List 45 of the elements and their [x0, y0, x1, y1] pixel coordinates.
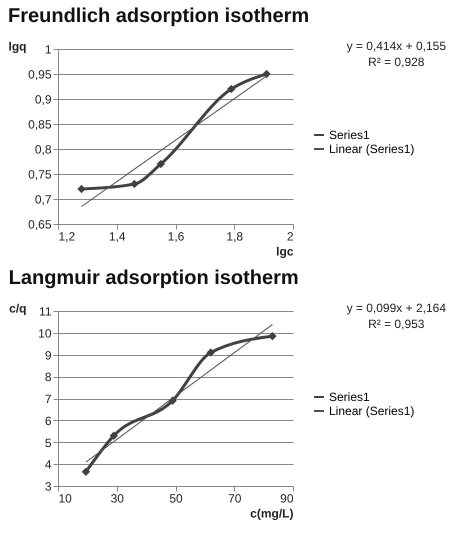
- x-tick-label: 10: [58, 492, 72, 506]
- y-tick-label: 0,75: [28, 168, 52, 182]
- chart-title: Langmuir adsorption isotherm: [8, 267, 299, 289]
- y-tick-label: 0,8: [34, 142, 52, 156]
- y-tick-label: 3: [44, 480, 52, 494]
- y-tick-label: 0,95: [28, 68, 52, 82]
- x-tick-label: 1,2: [58, 230, 76, 244]
- point: [130, 180, 139, 188]
- x-tick-label: 50: [169, 492, 183, 506]
- point: [227, 84, 236, 94]
- y-tick-label: 0,65: [28, 218, 52, 232]
- x-tick-label: 1,8: [226, 230, 244, 244]
- text: R² = 0,953: [367, 316, 426, 332]
- legend-label: Series1: [329, 390, 370, 404]
- y-tick-label: 0,85: [28, 118, 52, 132]
- y-tick-label: 0,9: [34, 92, 52, 106]
- legend-label: Series1: [329, 128, 370, 142]
- y-tick-label: 1: [44, 42, 52, 56]
- legend-label: Linear (Series1): [329, 404, 414, 418]
- text: y = 0,099x + 2,164: [346, 300, 446, 316]
- y-tick-label: 10: [38, 326, 52, 340]
- chart-title: Freundlich adsorption isotherm: [8, 5, 310, 27]
- x-tick-label: 1,4: [108, 230, 126, 244]
- x-tick-label: 70: [228, 492, 242, 506]
- point: [262, 70, 271, 78]
- x-tick-label: 1,6: [168, 230, 185, 244]
- legend-label: Linear (Series1): [329, 142, 414, 156]
- x-axis-title: c(mg/L): [250, 506, 294, 520]
- y-tick-label: 0,7: [34, 192, 52, 206]
- x-tick-label: 2: [286, 230, 294, 244]
- y-axis-title: lgq: [8, 40, 26, 54]
- x-tick-label: 90: [280, 492, 294, 506]
- text: R² = 0,928: [367, 54, 426, 70]
- y-tick-label: 6: [44, 414, 52, 428]
- y-tick-label: 11: [39, 304, 52, 318]
- y-axis-title: c/q: [9, 302, 26, 316]
- y-tick-label: 9: [44, 348, 52, 362]
- text: y = 0,414x + 0,155: [346, 38, 446, 54]
- y-tick-label: 4: [44, 458, 52, 472]
- y-tick-label: 7: [44, 392, 52, 406]
- x-tick-label: 30: [110, 492, 124, 506]
- y-tick-label: 8: [44, 370, 52, 384]
- point: [156, 160, 165, 168]
- y-tick-label: 5: [44, 436, 52, 450]
- x-axis-title: lgc: [276, 244, 294, 258]
